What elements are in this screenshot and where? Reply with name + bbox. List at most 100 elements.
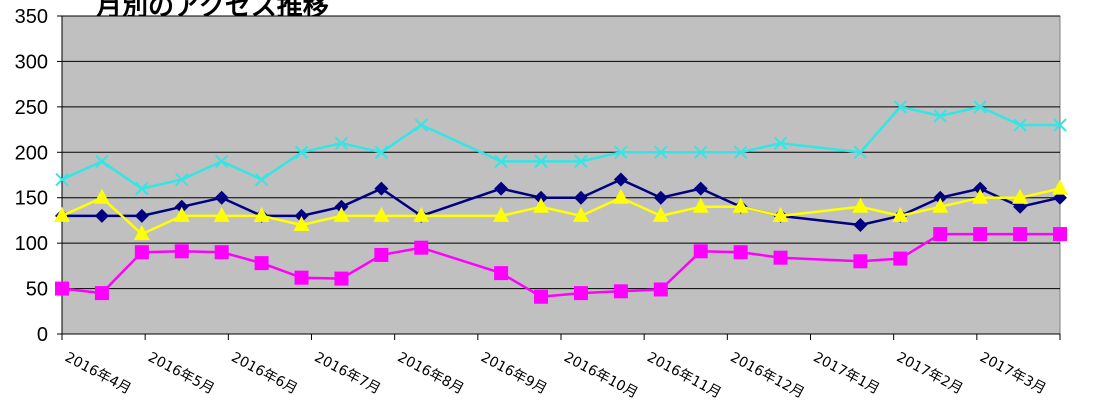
series-2-point: [493, 206, 510, 222]
series-1-point: [374, 247, 389, 262]
series-3-point: [1013, 118, 1027, 132]
series-2-point: [892, 206, 909, 222]
series-0-point: [134, 208, 149, 223]
series-2-point: [213, 206, 230, 222]
series-1-point: [893, 251, 908, 266]
series-3-point: [733, 145, 748, 159]
x-tick-label: 2016年12月: [727, 349, 806, 401]
series-0-point: [294, 208, 309, 223]
series-0-point: [933, 190, 948, 205]
series-1-point: [334, 271, 349, 286]
series-2-point: [692, 197, 709, 213]
series-3-point: [294, 145, 309, 159]
series-3-point: [1053, 118, 1067, 132]
series-2-point: [972, 188, 989, 204]
series-1-point: [174, 244, 189, 259]
series-3-point: [214, 154, 229, 169]
series-3-point: [175, 172, 189, 187]
series-2-point: [732, 197, 749, 213]
series-3-point: [973, 100, 987, 114]
series-0-point: [973, 181, 988, 196]
series-0-point: [534, 190, 549, 205]
series-0-point: [94, 208, 109, 223]
x-tick-label: 2016年11月: [644, 349, 723, 401]
series-0-point: [374, 181, 389, 196]
x-tick-label: 2016年9月: [478, 349, 550, 397]
series-1-point: [573, 286, 588, 301]
series-2-point: [932, 197, 949, 213]
series-0-point: [494, 181, 509, 196]
series-0-point: [693, 181, 708, 196]
series-0-point: [334, 199, 349, 214]
series-3-point: [654, 145, 668, 159]
series-2-line: [61, 187, 1061, 236]
series-3-point: [414, 118, 428, 132]
x-tick-label: 2017年2月: [894, 349, 966, 397]
y-tick-label: 100: [15, 233, 48, 255]
y-tick-label: 150: [15, 188, 48, 210]
series-3-point: [574, 154, 588, 169]
series-1-point: [773, 250, 788, 265]
x-tick-label: 2016年6月: [228, 349, 300, 397]
series-1-point: [534, 289, 549, 304]
x-tick-label: 2017年1月: [811, 349, 883, 397]
series-3-point: [933, 109, 947, 123]
series-1-point: [653, 282, 668, 297]
series-2-point: [333, 206, 350, 222]
series-0-point: [613, 172, 628, 187]
series-1-point: [55, 281, 69, 296]
series-2-point: [253, 206, 270, 222]
series-1-point: [294, 270, 309, 285]
x-tick-label: 2016年10月: [561, 349, 640, 401]
series-1-point: [414, 240, 429, 255]
series-0-point: [174, 199, 189, 214]
series-1-point: [494, 266, 509, 281]
x-tick-label: 2017年3月: [977, 349, 1049, 397]
series-1-point: [1053, 227, 1067, 242]
series-1-point: [214, 245, 229, 260]
plot-area: [61, 15, 1061, 335]
series-3-point: [95, 154, 109, 169]
series-3-point: [254, 172, 269, 187]
series-3-point: [374, 145, 389, 159]
series-2-point: [373, 206, 390, 222]
y-tick-label: 0: [37, 324, 48, 346]
series-2-point: [93, 188, 110, 204]
x-tick-label: 2016年8月: [395, 349, 467, 397]
y-tick-label: 300: [15, 51, 48, 73]
series-0-line: [62, 178, 1061, 227]
series-2-point: [652, 206, 669, 222]
series-3-point: [55, 172, 69, 187]
series-1-point: [94, 286, 109, 301]
series-1-point: [973, 227, 988, 242]
series-3-point: [614, 145, 628, 159]
x-tick-label: 2016年7月: [312, 349, 384, 397]
series-3-point: [773, 136, 788, 150]
series-0-point: [653, 190, 668, 205]
series-3-point: [334, 136, 349, 150]
series-1-point: [693, 244, 708, 259]
series-2-point: [133, 225, 150, 241]
series-3-point: [893, 100, 908, 114]
series-0-point: [573, 190, 588, 205]
series-2-point: [572, 206, 589, 222]
x-tick-label: 2016年4月: [62, 349, 134, 397]
series-3-point: [694, 145, 708, 159]
y-tick-label: 200: [15, 142, 48, 164]
series-2-point: [852, 197, 869, 213]
series-0-point: [853, 217, 868, 232]
series-2-point: [173, 206, 190, 222]
series-3-point: [494, 154, 508, 169]
series-2-point: [54, 206, 70, 222]
series-1-point: [1013, 227, 1028, 242]
series-3-point: [534, 154, 548, 169]
y-tick-label: 250: [15, 97, 48, 119]
y-tick-label: 350: [15, 6, 48, 28]
x-tick-label: 2016年5月: [145, 349, 217, 397]
series-2-point: [293, 215, 310, 231]
series-2-point: [612, 188, 629, 204]
series-1-point: [254, 256, 269, 271]
series-1-point: [933, 227, 948, 242]
series-3-point: [135, 181, 149, 196]
